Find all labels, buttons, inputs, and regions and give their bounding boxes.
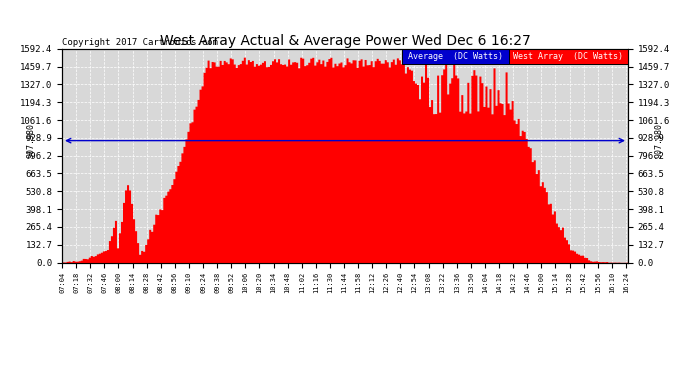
- Text: 907.980: 907.980: [26, 123, 35, 158]
- Bar: [509, 49, 628, 64]
- Text: West Array  (DC Watts): West Array (DC Watts): [513, 52, 624, 61]
- Title: West Array Actual & Average Power Wed Dec 6 16:27: West Array Actual & Average Power Wed De…: [159, 34, 531, 48]
- Text: 907.980: 907.980: [655, 123, 664, 158]
- Text: Average  (DC Watts): Average (DC Watts): [408, 52, 503, 61]
- Bar: [402, 49, 509, 64]
- Text: Copyright 2017 Cartronics.com: Copyright 2017 Cartronics.com: [62, 38, 218, 46]
